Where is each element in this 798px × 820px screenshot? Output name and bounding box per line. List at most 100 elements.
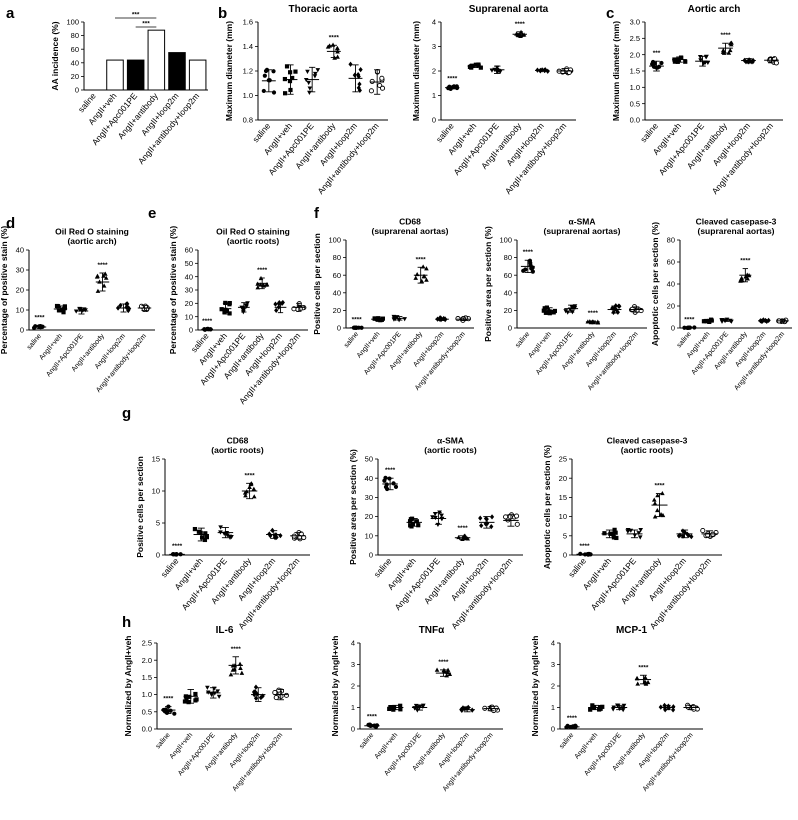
data-point [657,64,662,69]
data-point [489,68,495,73]
y-tick-label: 2.5 [142,639,152,648]
y-tick-label: 80 [667,236,675,245]
y-tick-label: 30 [16,266,24,275]
data-point [227,311,232,316]
data-point [192,526,198,532]
y-tick-label: 1 [432,91,436,100]
data-point [243,493,248,498]
y-tick-label: 1.4 [243,42,253,51]
data-point [530,269,535,274]
data-point [738,277,744,282]
y-tick-label: 40 [667,280,675,289]
data-point [194,697,199,702]
y-tick-label: 40 [333,288,341,297]
data-point [503,514,509,520]
y-tick-label: 40 [185,272,193,281]
y-axis-label: Positive cells per section [312,233,322,335]
data-point [638,527,644,533]
data-point [287,78,293,84]
y-tick-label: 0 [563,551,567,560]
data-point [103,275,109,280]
y-tick-label: 4 [432,18,436,27]
significance-label: **** [231,646,242,653]
chart-f2: 0 20 40 60 80 100 α-SMA(suprarenal aortas) Posi… [483,217,647,392]
y-tick-label: 2 [432,67,436,76]
data-point [478,65,483,70]
x-tick-label: saline [558,732,575,751]
data-point [478,515,483,521]
x-tick-label: saline [159,556,181,580]
data-point [616,303,621,309]
data-point [424,277,429,282]
data-point [278,532,283,539]
data-point [251,689,257,695]
y-tick-label: 3.0 [630,18,640,27]
y-tick-label: 1.0 [630,83,640,92]
y-tick-label: 10 [152,487,160,496]
x-tick-label: saline [155,732,172,751]
y-tick-label: 2.5 [630,34,640,43]
significance-label: *** [132,12,140,19]
y-tick-label: 40 [71,58,79,67]
x-tick-label: AngII+veh [374,732,400,761]
y-tick-label: 60 [667,258,675,267]
chart-h1: 0.0 0.5 1.0 1.5 2.0 2.5 IL-6 Normalized by AngI… [123,625,292,793]
data-point [352,72,357,78]
data-point [652,61,657,66]
y-tick-label: 0 [337,324,341,333]
data-point [655,493,660,498]
data-point [652,501,658,506]
data-point [205,685,210,690]
y-axis-label: Percentage of positive stain (%) [168,226,178,355]
data-point [379,75,385,81]
data-point [187,694,192,699]
bar [168,52,186,91]
chart-b2: 0 1 2 3 4 Suprarenal aorta Maximum diameter (m… [411,4,576,196]
data-point [356,71,361,78]
y-tick-label: 80 [333,253,341,262]
chart-title: TNFα [419,625,445,636]
data-point [439,513,444,518]
x-tick-label: AngII+Apc001PE [45,333,85,379]
y-tick-label: 30 [365,493,373,502]
data-point [720,47,726,53]
y-axis-label: Maximum diameter (mm) [224,21,234,121]
data-point [227,302,232,307]
data-point [273,301,278,307]
data-point [102,271,108,276]
chart-g1: 0 5 10 15 CD68(aortic roots) Positive cells p… [135,436,310,631]
y-axis-label: Normalized by AngII+veh [123,636,133,737]
data-point [186,700,191,705]
y-tick-label: 0.5 [142,707,152,716]
data-point [264,282,270,287]
x-tick-label: saline [26,333,43,352]
data-point [420,264,426,269]
significance-label: **** [523,249,534,256]
data-point [284,64,290,69]
y-tick-label: 2.0 [630,50,640,59]
chart-d: 0 10 20 30 40 Oil Red O staining(aortic arch)… [0,226,155,394]
panel-letter-g: g [122,405,131,422]
data-point [56,308,62,313]
y-tick-label: 0 [432,116,436,125]
y-tick-label: 2 [551,682,555,691]
data-point [228,672,234,677]
y-tick-label: 100 [499,236,512,245]
data-point [384,486,390,492]
data-point [273,695,279,701]
chart-title: CD68 [399,217,421,227]
data-point [237,661,243,666]
data-point [243,303,249,308]
data-point [634,675,640,681]
y-axis-label: Normalized by AngII+veh [330,636,340,737]
data-point [611,309,616,316]
bar [147,29,166,91]
y-axis-label: Apoptotic cells per section (%) [542,445,552,569]
y-tick-label: 0.5 [630,99,640,108]
significance-label: **** [367,714,378,721]
data-point [124,304,129,310]
chart-title: (suprarenal aortas) [698,226,775,236]
x-tick-label: saline [638,121,660,145]
data-point [391,481,396,486]
